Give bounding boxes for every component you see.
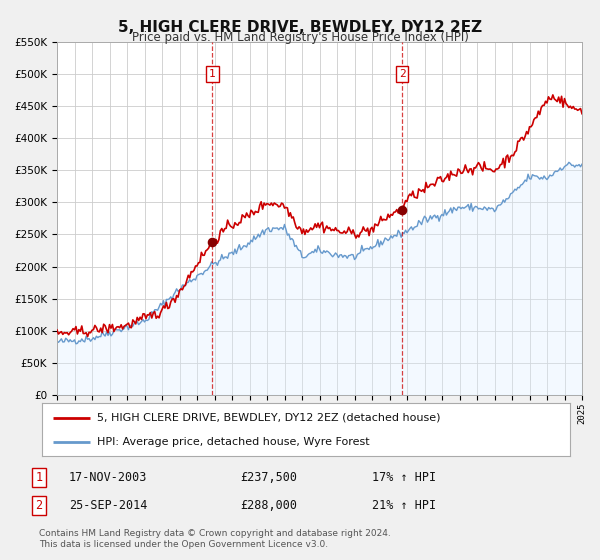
Text: Price paid vs. HM Land Registry's House Price Index (HPI): Price paid vs. HM Land Registry's House …: [131, 31, 469, 44]
Text: HPI: Average price, detached house, Wyre Forest: HPI: Average price, detached house, Wyre…: [97, 437, 370, 447]
Text: 17-NOV-2003: 17-NOV-2003: [69, 470, 148, 484]
Text: 2: 2: [399, 69, 406, 79]
Text: 2: 2: [35, 498, 43, 512]
Text: 5, HIGH CLERE DRIVE, BEWDLEY, DY12 2EZ: 5, HIGH CLERE DRIVE, BEWDLEY, DY12 2EZ: [118, 20, 482, 35]
Text: £237,500: £237,500: [240, 470, 297, 484]
Text: 25-SEP-2014: 25-SEP-2014: [69, 498, 148, 512]
Text: 17% ↑ HPI: 17% ↑ HPI: [372, 470, 436, 484]
Text: 1: 1: [35, 470, 43, 484]
Text: Contains HM Land Registry data © Crown copyright and database right 2024.
This d: Contains HM Land Registry data © Crown c…: [39, 529, 391, 549]
Text: 5, HIGH CLERE DRIVE, BEWDLEY, DY12 2EZ (detached house): 5, HIGH CLERE DRIVE, BEWDLEY, DY12 2EZ (…: [97, 413, 441, 423]
Point: [397, 206, 407, 214]
Text: 1: 1: [209, 69, 216, 79]
Text: 21% ↑ HPI: 21% ↑ HPI: [372, 498, 436, 512]
Point: [208, 238, 217, 247]
Text: £288,000: £288,000: [240, 498, 297, 512]
